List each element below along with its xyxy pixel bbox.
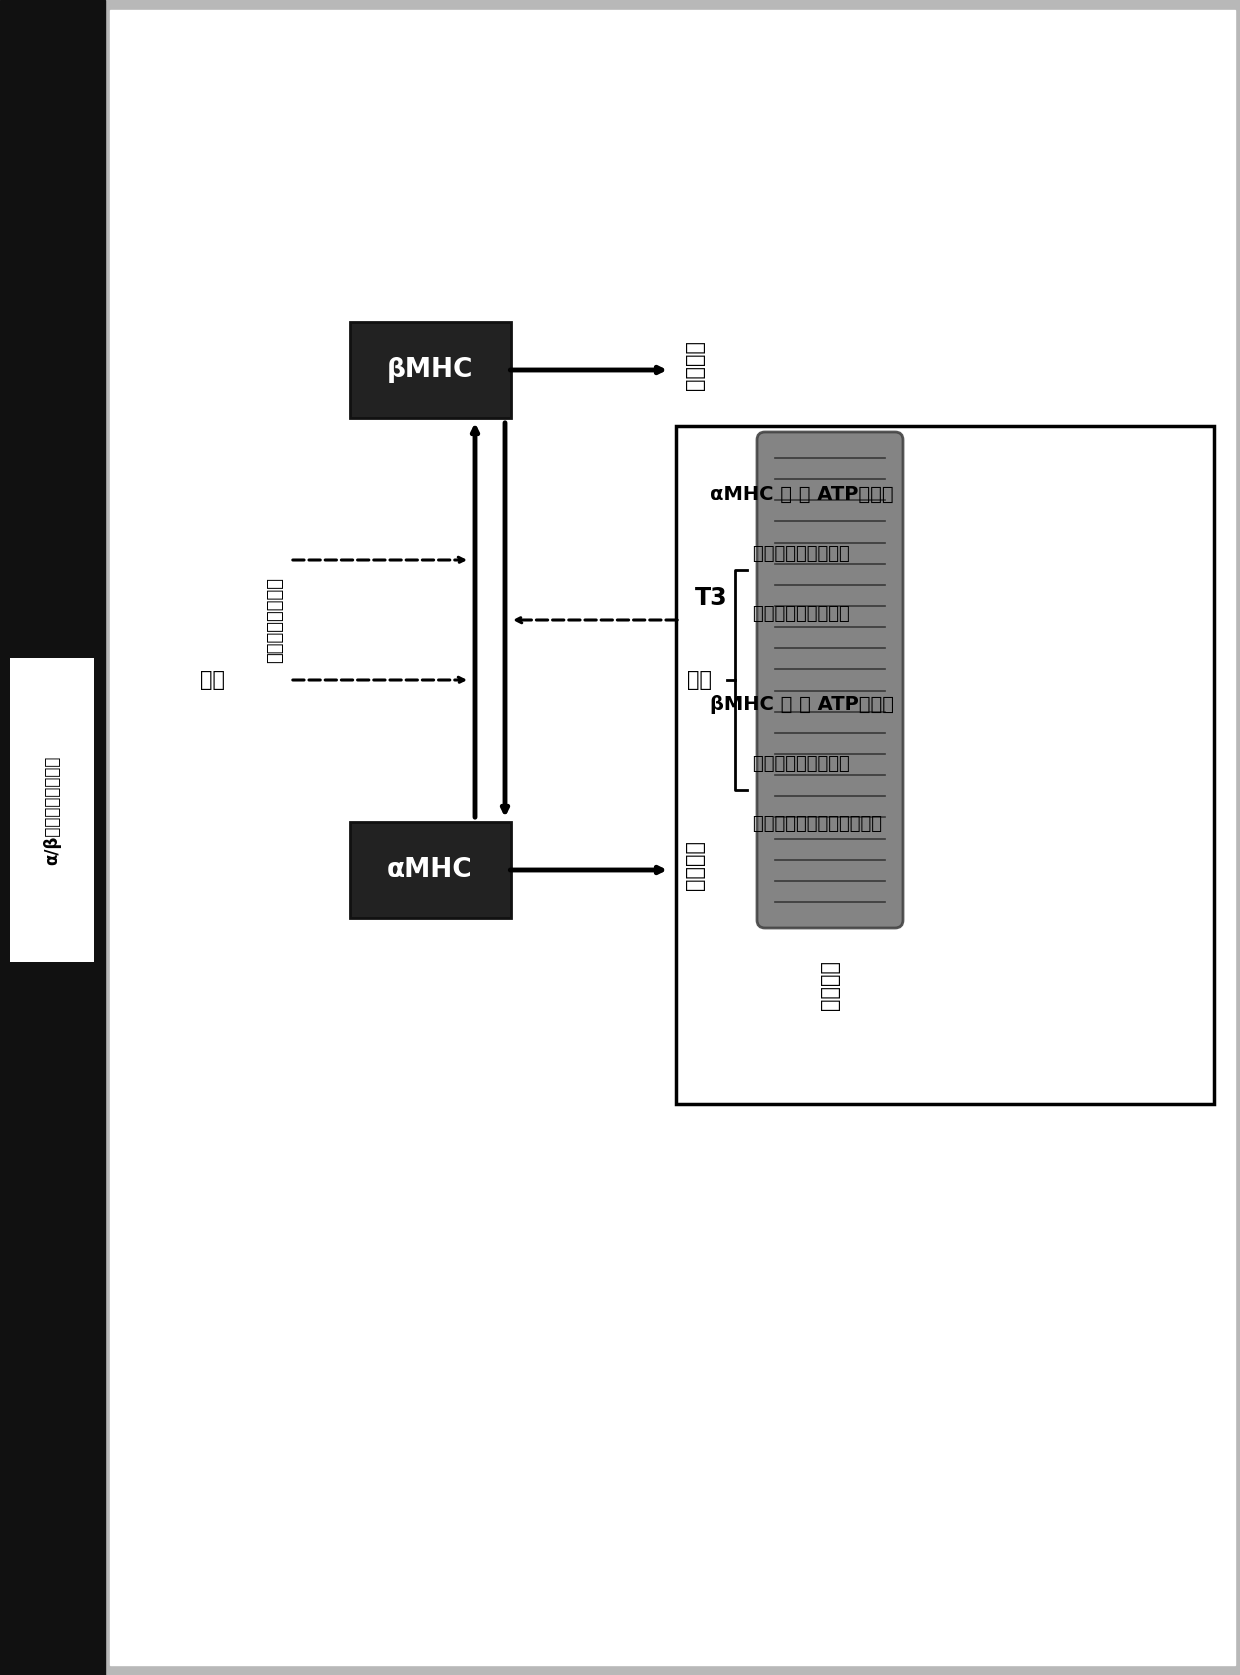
Text: －在心脏病期间下调: －在心脏病期间下调 [730,544,849,563]
Text: βMHC: βMHC [387,357,474,384]
Text: αMHC － 高 ATP酶活性: αMHC － 高 ATP酶活性 [711,486,894,504]
FancyBboxPatch shape [350,322,511,419]
Text: T3: T3 [694,586,728,610]
Text: 快速收缩: 快速收缩 [684,839,706,889]
Bar [0,0,105,1675]
FancyBboxPatch shape [350,822,511,918]
FancyBboxPatch shape [756,432,903,928]
Text: 肌原纤维: 肌原纤维 [820,960,839,1010]
Text: 肌节: 肌节 [687,670,712,690]
FancyBboxPatch shape [10,658,94,961]
Text: βMHC － 低 ATP酶活性: βMHC － 低 ATP酶活性 [711,695,894,714]
Text: 压力: 压力 [200,670,224,690]
Text: －在心脏病期间上调: －在心脏病期间上调 [730,755,849,772]
Text: －被甲状腺功能减退症上调: －被甲状腺功能减退症上调 [730,816,882,832]
Text: 甲状腺功能减退症: 甲状腺功能减退症 [267,576,284,663]
Text: 慢速收缩: 慢速收缩 [684,340,706,390]
Text: αMHC: αMHC [387,858,472,883]
Text: －被甲状腺激素上调: －被甲状腺激素上调 [730,605,849,623]
Text: α/β肌球蛋白重性转换: α/β肌球蛋白重性转换 [43,755,61,864]
FancyBboxPatch shape [676,425,1214,1104]
